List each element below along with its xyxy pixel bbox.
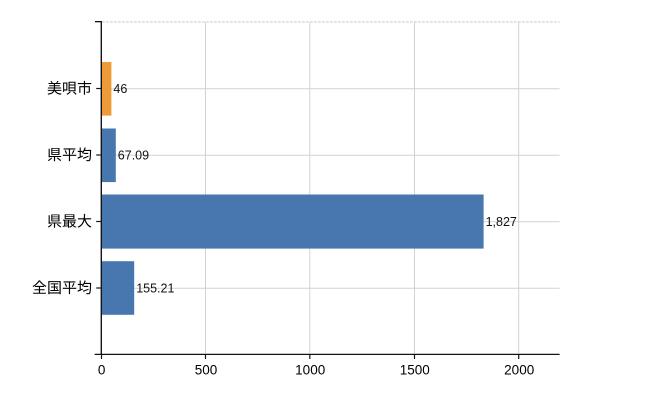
svg-text:1,827: 1,827 xyxy=(486,215,517,229)
svg-text:500: 500 xyxy=(195,363,218,378)
svg-text:1000: 1000 xyxy=(295,363,325,378)
svg-text:46: 46 xyxy=(113,82,127,96)
svg-text:0: 0 xyxy=(98,363,106,378)
svg-text:67.09: 67.09 xyxy=(118,149,149,163)
svg-text:2000: 2000 xyxy=(504,363,534,378)
svg-text:155.21: 155.21 xyxy=(136,282,174,296)
svg-text:1500: 1500 xyxy=(400,363,430,378)
